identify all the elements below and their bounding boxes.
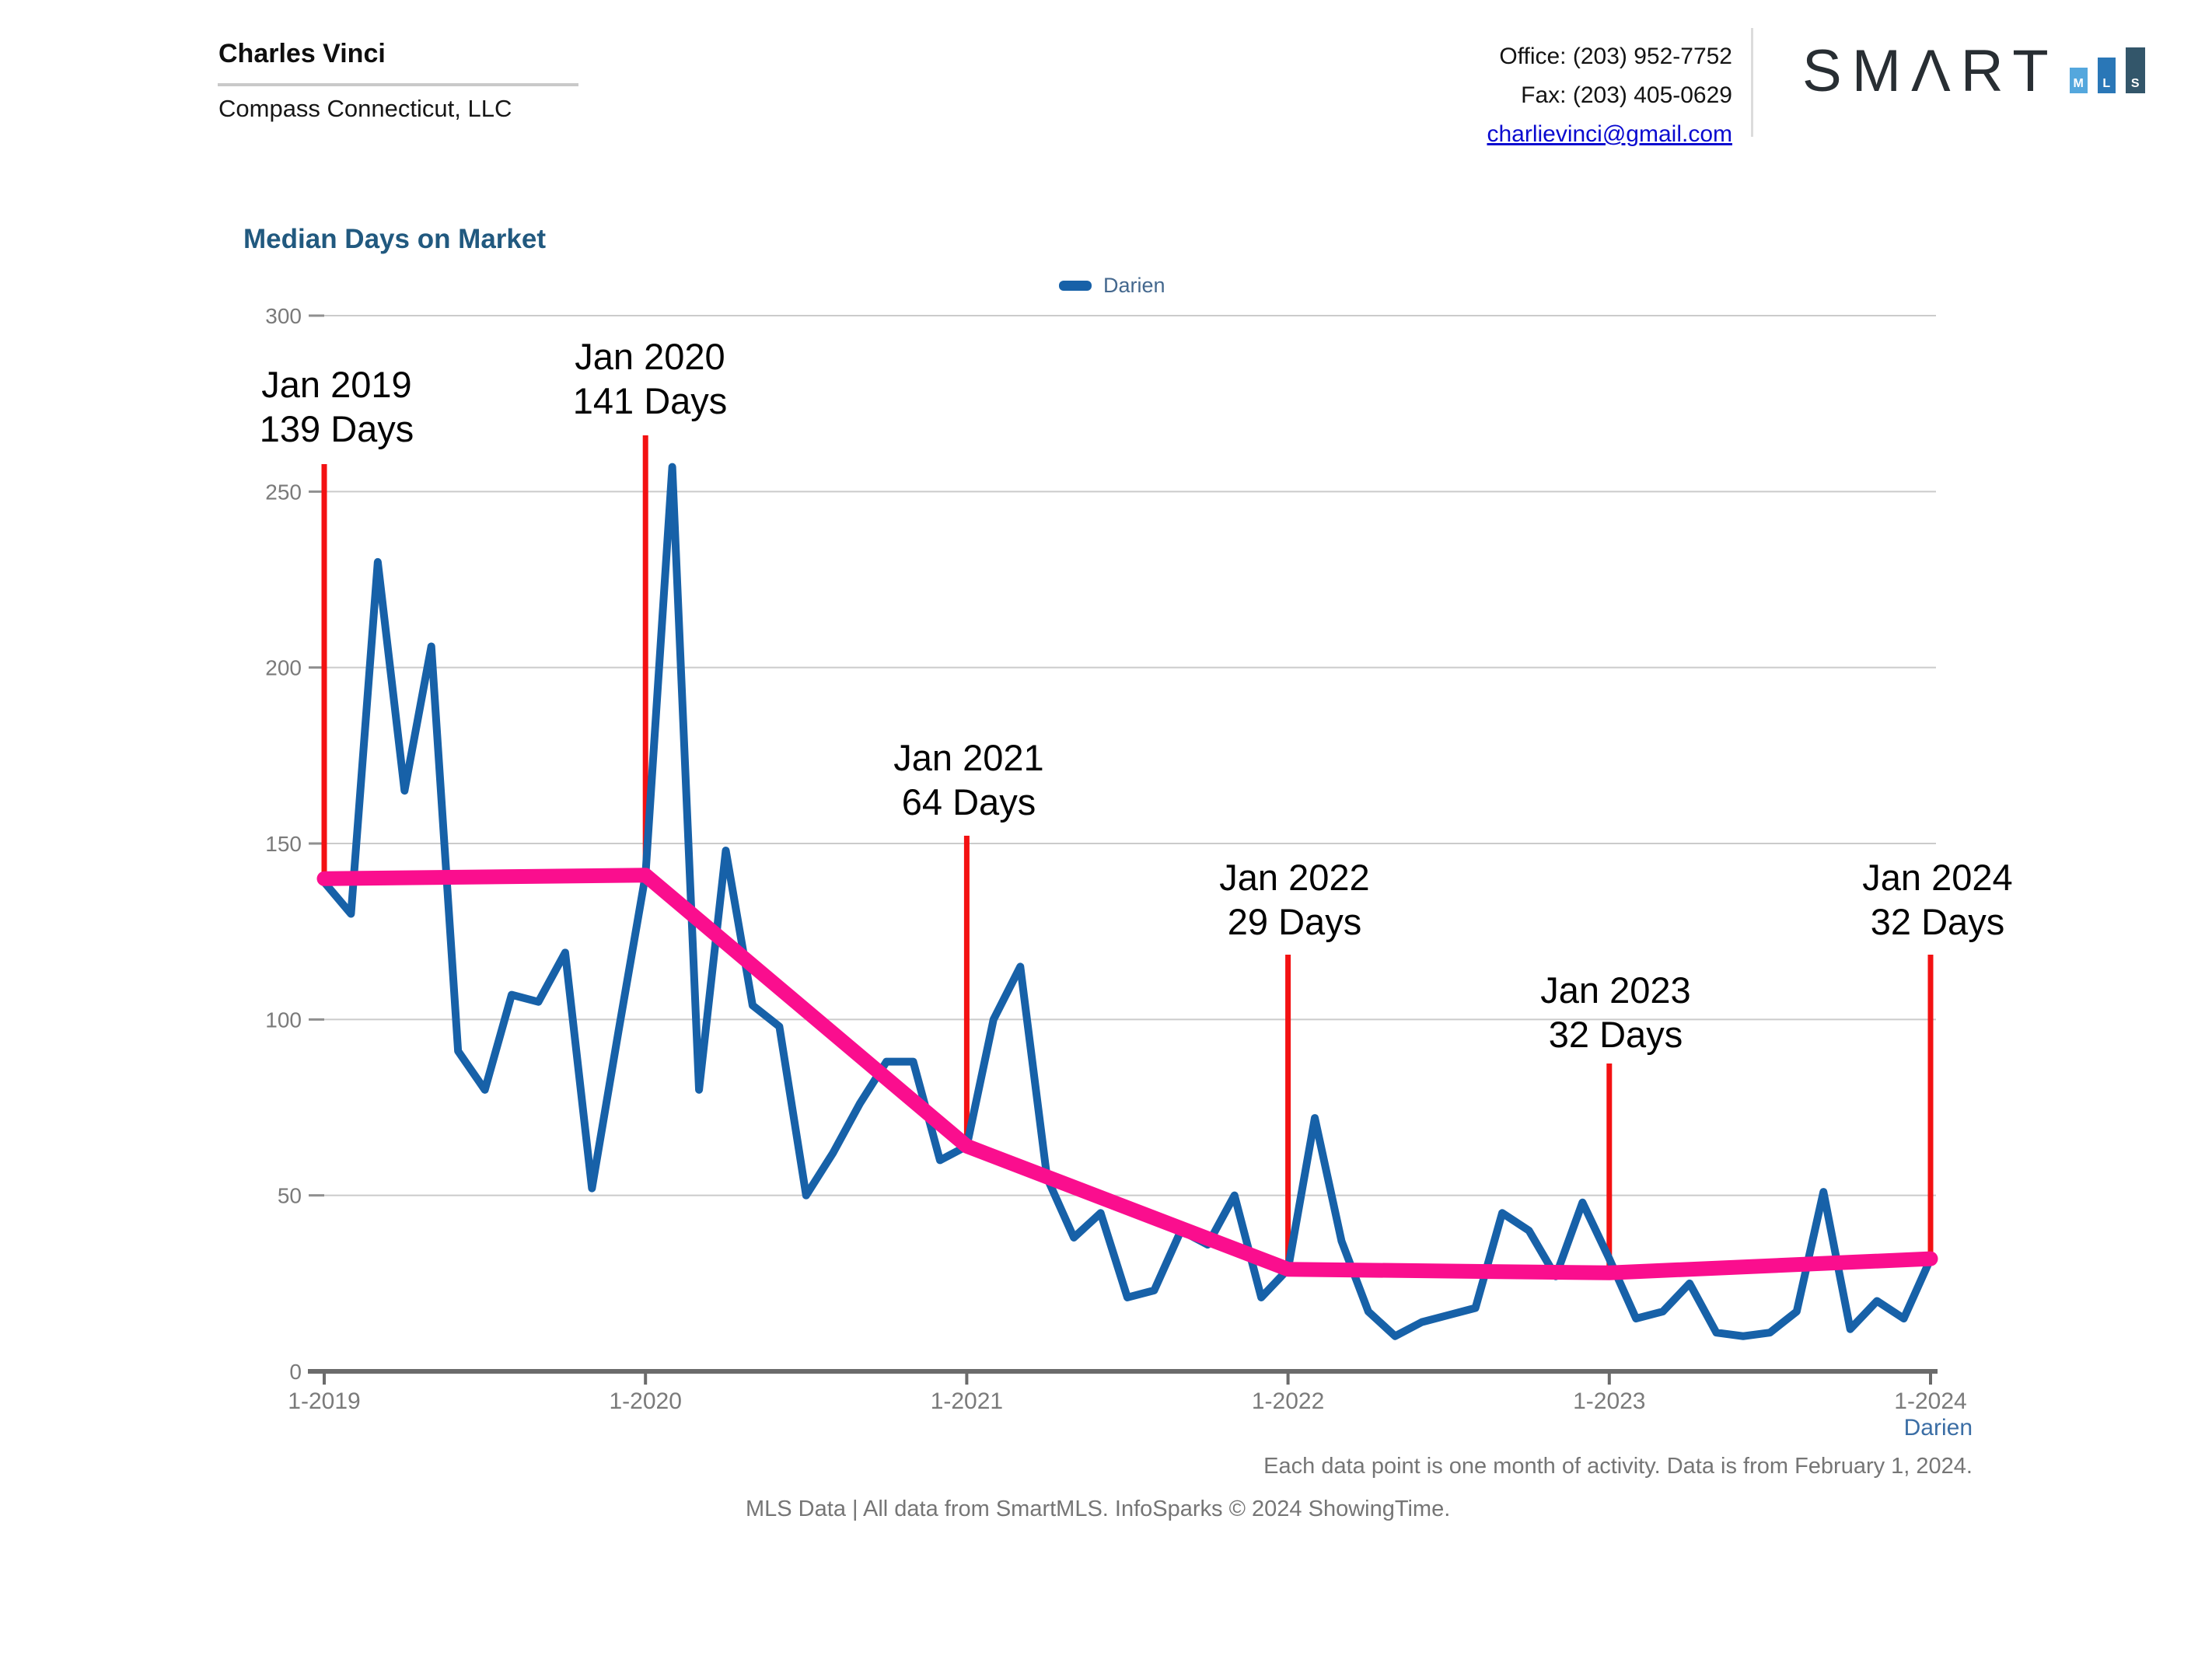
email-link[interactable]: charlievinci@gmail.com [1487, 121, 1732, 147]
annotation-value: 32 Days [1870, 901, 2005, 942]
x-tick-label: 1-2019 [288, 1388, 360, 1414]
annotation-date: Jan 2024 [1862, 857, 2013, 898]
source-attribution: MLS Data | All data from SmartMLS. InfoS… [746, 1497, 1451, 1521]
annotation-jan-2021: Jan 2021 64 Days [893, 735, 1043, 824]
trend-line [316, 868, 1938, 1280]
logo-bar-m: M [2069, 68, 2088, 93]
legend-label-darien: Darien [1103, 274, 1165, 297]
y-tick-label: 0 [289, 1360, 302, 1384]
agent-name-underline [218, 83, 578, 86]
annotation-date: Jan 2023 [1540, 969, 1691, 1011]
x-tick-label: 1-2021 [931, 1388, 1003, 1414]
annotation-value: 64 Days [901, 781, 1036, 823]
annotation-jan-2023: Jan 2023 32 Days [1540, 968, 1690, 1057]
logo-bar-s: S [2125, 47, 2145, 93]
y-tick-label: 100 [265, 1008, 302, 1032]
agent-name: Charles Vinci [218, 39, 386, 68]
annotation-date: Jan 2021 [893, 737, 1044, 778]
y-tick-label: 300 [265, 304, 302, 328]
fax-number: Fax: (203) 405-0629 [1521, 82, 1732, 108]
annotation-value: 139 Days [259, 408, 414, 449]
annotation-value: 29 Days [1227, 901, 1362, 942]
annotation-jan-2019: Jan 2019 139 Days [260, 362, 414, 451]
smartmls-logo-word: SMΛRT [1802, 38, 2059, 104]
logo-bar-l: L [2097, 58, 2116, 93]
contact-block: Office: (203) 952-7752 Fax: (203) 405-06… [1487, 37, 1732, 154]
brokerage-name: Compass Connecticut, LLC [218, 95, 512, 122]
chart-title: Median Days on Market [243, 224, 546, 254]
y-tick-label: 200 [265, 656, 302, 680]
y-tick-label: 50 [278, 1184, 302, 1208]
annotation-value: 141 Days [572, 380, 728, 421]
legend-swatch-darien [1059, 281, 1092, 291]
annotation-jan-2022: Jan 2022 29 Days [1219, 855, 1369, 944]
series-line-darien [320, 463, 1934, 1340]
annotation-date: Jan 2020 [575, 336, 725, 377]
annotation-jan-2020: Jan 2020 141 Days [573, 334, 728, 423]
annotation-date: Jan 2022 [1219, 857, 1370, 898]
axis-series-label: Darien [1903, 1415, 1973, 1441]
data-footnote: Each data point is one month of activity… [1263, 1454, 1973, 1479]
annotation-jan-2024: Jan 2024 32 Days [1862, 855, 2012, 944]
x-tick-label: 1-2020 [609, 1388, 681, 1414]
y-tick-label: 250 [265, 480, 302, 504]
x-tick-label: 1-2022 [1252, 1388, 1324, 1414]
annotation-value: 32 Days [1548, 1014, 1683, 1055]
smartmls-logo: SMΛRT M L S [1802, 40, 2145, 103]
annotation-date: Jan 2019 [261, 364, 412, 405]
x-tick-label: 1-2024 [1894, 1388, 1966, 1414]
chart-legend: Darien [1059, 274, 1165, 298]
x-tick-label: 1-2023 [1573, 1388, 1645, 1414]
smartmls-logo-bars: M L S [2069, 47, 2145, 93]
office-phone: Office: (203) 952-7752 [1499, 44, 1732, 69]
y-tick-label: 150 [265, 832, 302, 856]
header-divider [1751, 28, 1753, 137]
